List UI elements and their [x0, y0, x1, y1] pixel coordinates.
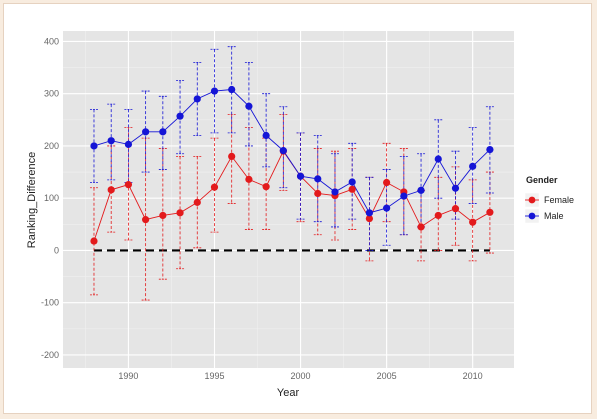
- legend: Gender Female Male: [524, 175, 574, 224]
- male-data-point: [417, 186, 425, 194]
- male-data-point: [469, 162, 477, 170]
- female-data-point: [434, 211, 442, 220]
- female-data-point: [124, 181, 133, 189]
- male-data-point: [383, 204, 391, 212]
- female-data-point: [348, 185, 356, 193]
- female-data-point: [262, 183, 270, 191]
- legend-item-female: Female: [524, 192, 574, 208]
- male-data-point: [245, 102, 253, 110]
- y-tick-label: 300: [44, 89, 59, 99]
- x-tick-label: 1990: [118, 371, 138, 381]
- legend-title: Gender: [526, 175, 558, 185]
- legend-label-male: Male: [544, 211, 564, 221]
- female-data-point: [486, 208, 494, 216]
- plot-panel: [63, 31, 514, 368]
- male-data-point: [159, 128, 167, 136]
- male-data-point: [400, 192, 408, 200]
- female-data-point: [90, 237, 98, 245]
- male-data-point: [296, 172, 305, 180]
- female-data-point: [159, 211, 167, 220]
- tick-labels-layer: -200 -100 0 100 200 300 400 1990 1995 2000 2005 201…: [41, 36, 483, 381]
- male-data-point: [262, 131, 270, 140]
- female-data-point: [210, 183, 219, 191]
- male-data-point: [365, 209, 374, 217]
- male-data-point: [279, 147, 287, 155]
- male-data-point: [210, 87, 219, 95]
- x-tick-label: 2000: [291, 371, 311, 381]
- x-axis-title: Year: [277, 387, 300, 399]
- y-tick-label: -200: [41, 350, 59, 360]
- male-data-point: [486, 146, 494, 154]
- female-data-point: [245, 175, 253, 183]
- minor-gridlines: [63, 31, 514, 368]
- male-data-point: [193, 95, 201, 103]
- x-tick-label: 1995: [204, 371, 224, 381]
- chart-frame: -200 -100 0 100 200 300 400 1990 1995 2000 2005 201…: [3, 3, 592, 414]
- male-data-point: [124, 140, 133, 148]
- female-data-point: [365, 214, 374, 223]
- x-tick-label: 2010: [463, 371, 483, 381]
- female-data-point: [383, 178, 391, 187]
- female-data-point: [314, 189, 322, 198]
- female-data-point: [469, 218, 477, 226]
- male-data-point: [228, 85, 236, 94]
- male-data-point: [176, 112, 184, 120]
- legend-item-male: Male: [524, 208, 564, 224]
- chart-svg: -200 -100 0 100 200 300 400 1990 1995 2000 2005 201…: [26, 31, 574, 399]
- male-data-point: [331, 188, 339, 196]
- y-tick-label: 200: [44, 141, 59, 151]
- male-data-point: [451, 184, 460, 192]
- male-data-point: [434, 155, 442, 163]
- x-tick-label: 2005: [377, 371, 397, 381]
- male-data-point: [142, 128, 150, 136]
- female-data-point: [417, 223, 425, 231]
- series-points-layer: [90, 85, 494, 245]
- female-data-point: [176, 209, 184, 217]
- legend-items: Female Male: [524, 192, 574, 224]
- male-data-point: [107, 137, 115, 145]
- legend-key-point: [528, 196, 536, 204]
- female-data-point: [228, 152, 236, 160]
- y-tick-label: 400: [44, 36, 59, 46]
- female-data-point: [142, 216, 150, 224]
- y-tick-label: 0: [54, 245, 59, 255]
- male-data-point: [90, 142, 98, 150]
- y-axis-title: Ranking_Difference: [26, 152, 38, 248]
- legend-label-female: Female: [544, 195, 574, 205]
- female-data-point: [193, 198, 201, 206]
- female-data-point: [107, 186, 115, 194]
- y-tick-label: -100: [41, 298, 59, 308]
- y-tick-label: 100: [44, 193, 59, 203]
- legend-key-point: [528, 212, 536, 220]
- male-data-point: [348, 178, 356, 186]
- female-data-point: [451, 205, 460, 213]
- male-data-point: [314, 175, 322, 183]
